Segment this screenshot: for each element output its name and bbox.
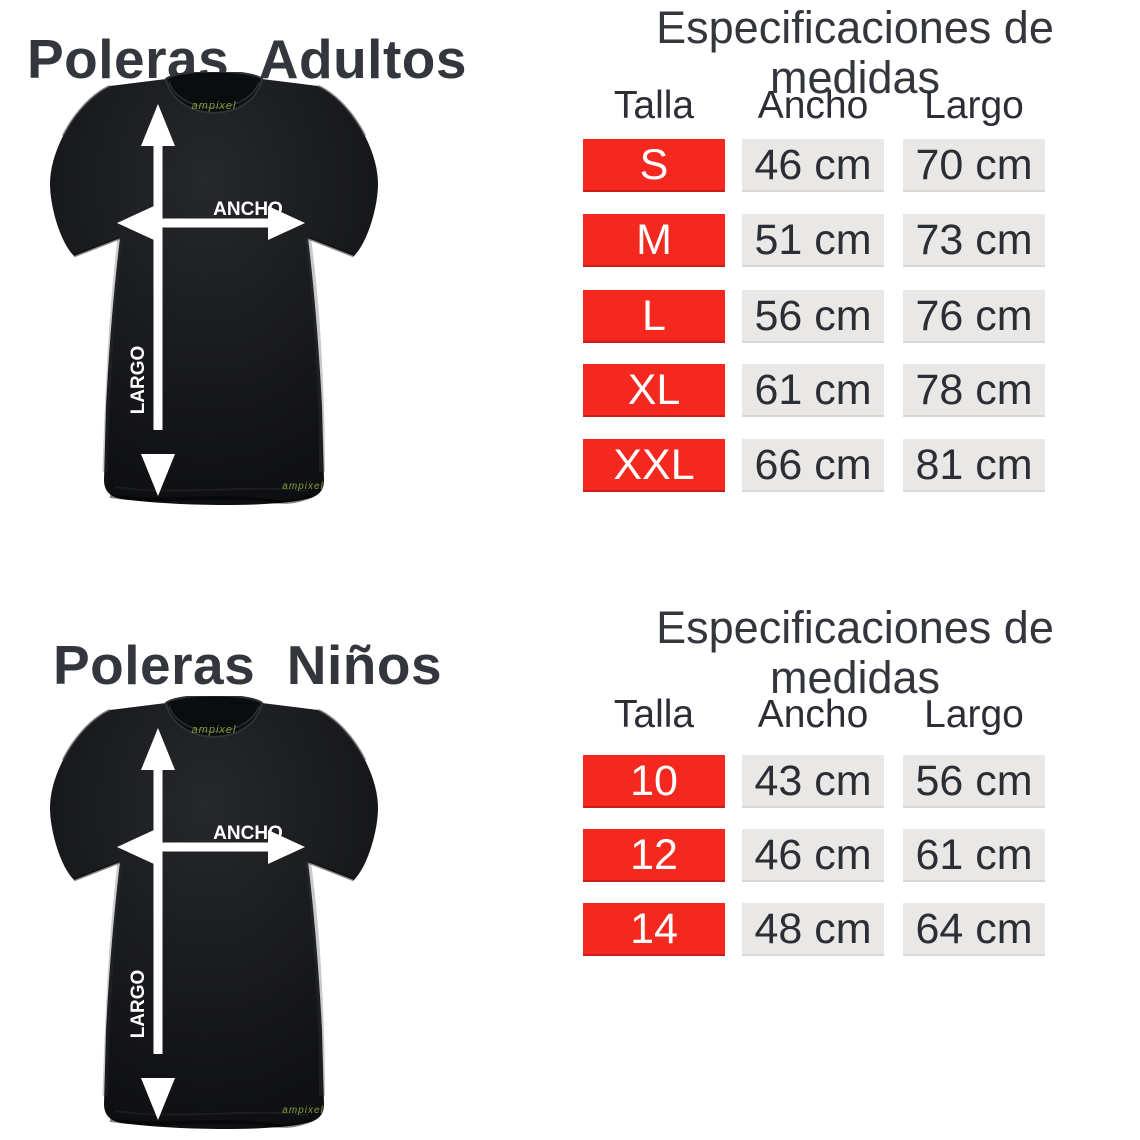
- length-value-cell: 76 cm: [903, 290, 1045, 343]
- size-cell: 14: [583, 903, 725, 956]
- column-header-talla: Talla: [613, 84, 695, 127]
- size-cell: L: [583, 290, 725, 343]
- width-value-cell: 46 cm: [742, 139, 884, 192]
- length-value-cell: 56 cm: [903, 755, 1045, 808]
- size-cell: S: [583, 139, 725, 192]
- size-cell: 12: [583, 829, 725, 882]
- width-value-cell: 51 cm: [742, 214, 884, 267]
- size-cell: 10: [583, 755, 725, 808]
- length-value-cell: 81 cm: [903, 439, 1045, 492]
- table-row: XL 61 cm 78 cm: [0, 364, 1140, 417]
- kids-section-title: Poleras Niños: [53, 633, 443, 696]
- length-value-cell: 78 cm: [903, 364, 1045, 417]
- table-row: 12 46 cm 61 cm: [0, 829, 1140, 882]
- length-value-cell: 64 cm: [903, 903, 1045, 956]
- kids-table-title: Especificaciones de medidas: [656, 602, 1054, 703]
- size-cell: XL: [583, 364, 725, 417]
- width-value-cell: 43 cm: [742, 755, 884, 808]
- column-header-ancho: Ancho: [757, 693, 869, 736]
- column-header-largo: Largo: [924, 84, 1024, 127]
- adults-table-title: Especificaciones de medidas: [656, 2, 1054, 103]
- length-value-cell: 70 cm: [903, 139, 1045, 192]
- length-value-cell: 73 cm: [903, 214, 1045, 267]
- size-cell: M: [583, 214, 725, 267]
- table-row: L 56 cm 76 cm: [0, 290, 1140, 343]
- table-row: M 51 cm 73 cm: [0, 214, 1140, 267]
- column-header-largo: Largo: [924, 693, 1024, 736]
- table-row: 10 43 cm 56 cm: [0, 755, 1140, 808]
- adults-section-title: Poleras Adultos: [27, 27, 467, 90]
- table-row: S 46 cm 70 cm: [0, 139, 1140, 192]
- column-header-talla: Talla: [613, 693, 695, 736]
- width-value-cell: 56 cm: [742, 290, 884, 343]
- size-cell: XXL: [583, 439, 725, 492]
- width-value-cell: 66 cm: [742, 439, 884, 492]
- table-row: XXL 66 cm 81 cm: [0, 439, 1140, 492]
- width-value-cell: 48 cm: [742, 903, 884, 956]
- column-header-ancho: Ancho: [757, 84, 869, 127]
- width-value-cell: 46 cm: [742, 829, 884, 882]
- width-value-cell: 61 cm: [742, 364, 884, 417]
- table-row: 14 48 cm 64 cm: [0, 903, 1140, 956]
- length-value-cell: 61 cm: [903, 829, 1045, 882]
